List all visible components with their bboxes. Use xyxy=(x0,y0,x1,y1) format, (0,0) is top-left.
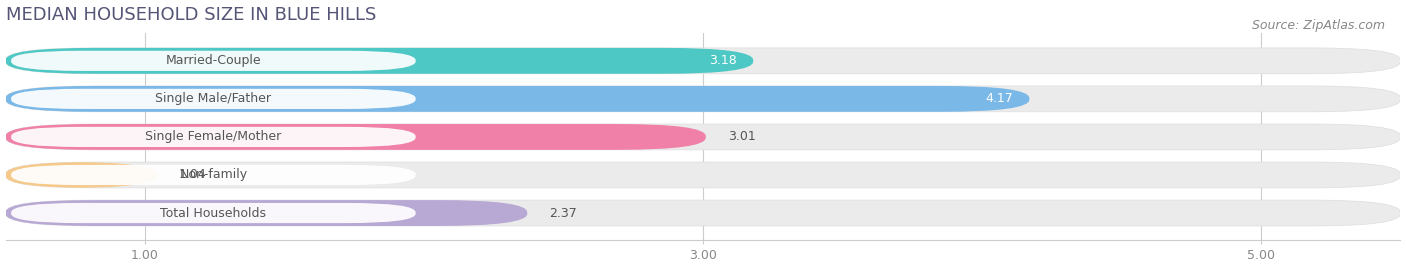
FancyBboxPatch shape xyxy=(6,86,1029,112)
FancyBboxPatch shape xyxy=(6,86,1400,112)
Text: Total Households: Total Households xyxy=(160,207,266,219)
Text: Source: ZipAtlas.com: Source: ZipAtlas.com xyxy=(1251,19,1385,32)
FancyBboxPatch shape xyxy=(6,162,1400,188)
Text: 1.04: 1.04 xyxy=(179,169,207,181)
Text: 2.37: 2.37 xyxy=(550,207,578,219)
Text: 3.18: 3.18 xyxy=(709,54,737,67)
FancyBboxPatch shape xyxy=(6,124,706,150)
FancyBboxPatch shape xyxy=(11,203,416,223)
Text: 4.17: 4.17 xyxy=(986,92,1012,105)
FancyBboxPatch shape xyxy=(11,51,416,71)
FancyBboxPatch shape xyxy=(6,200,1400,226)
Text: Single Female/Mother: Single Female/Mother xyxy=(145,131,281,143)
Text: Married-Couple: Married-Couple xyxy=(166,54,262,67)
FancyBboxPatch shape xyxy=(11,165,416,185)
FancyBboxPatch shape xyxy=(6,48,1400,74)
FancyBboxPatch shape xyxy=(6,48,754,74)
Text: 3.01: 3.01 xyxy=(728,131,756,143)
FancyBboxPatch shape xyxy=(6,162,156,188)
FancyBboxPatch shape xyxy=(11,89,416,109)
Text: Non-family: Non-family xyxy=(180,169,247,181)
FancyBboxPatch shape xyxy=(6,200,527,226)
Text: MEDIAN HOUSEHOLD SIZE IN BLUE HILLS: MEDIAN HOUSEHOLD SIZE IN BLUE HILLS xyxy=(6,6,375,24)
Text: Single Male/Father: Single Male/Father xyxy=(156,92,271,105)
FancyBboxPatch shape xyxy=(11,127,416,147)
FancyBboxPatch shape xyxy=(6,124,1400,150)
